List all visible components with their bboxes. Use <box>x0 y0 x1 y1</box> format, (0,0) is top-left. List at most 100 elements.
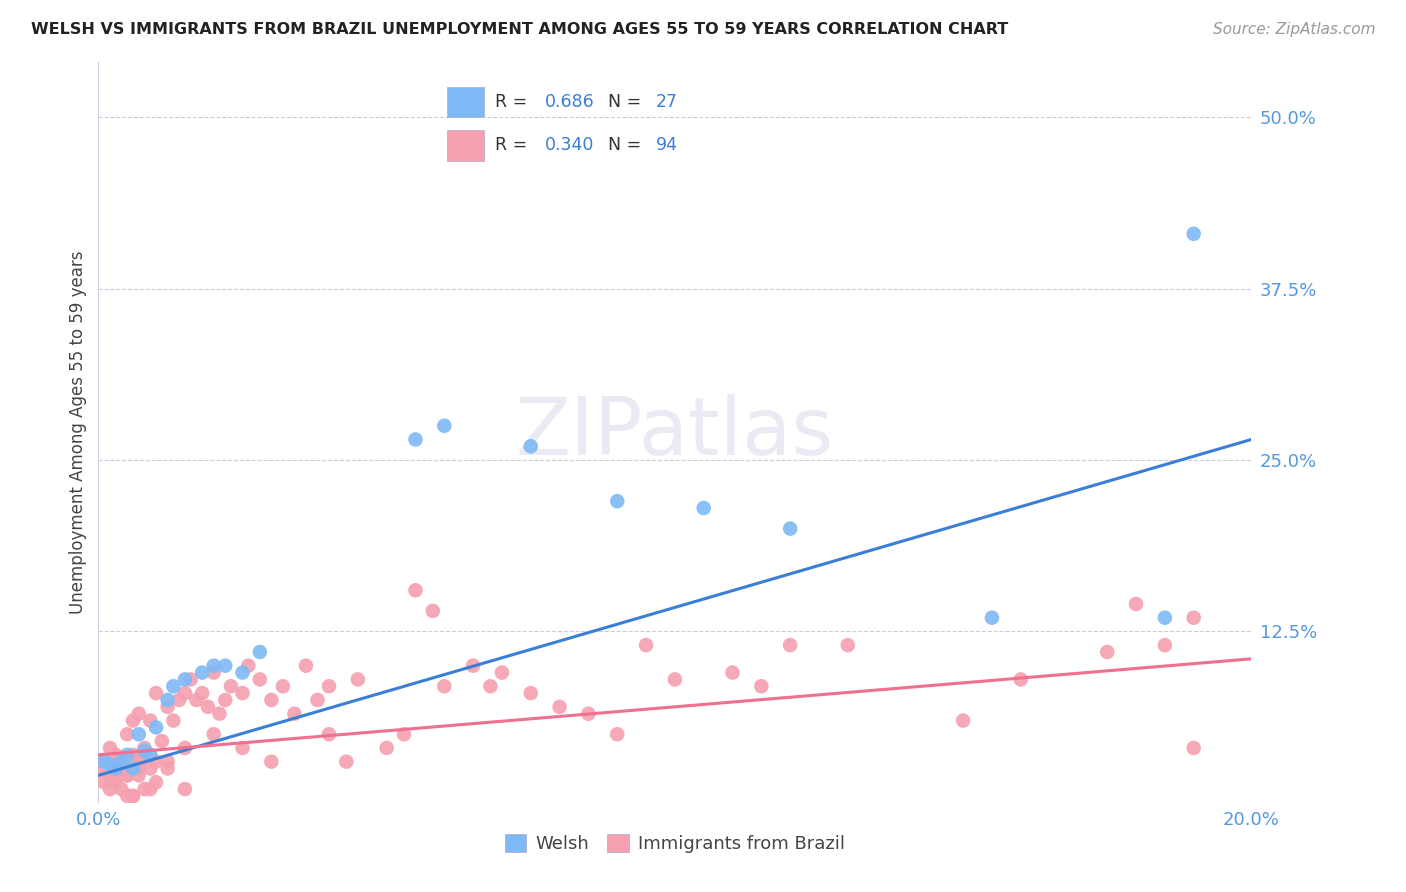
Point <box>721 665 744 680</box>
Point <box>202 665 225 680</box>
Point <box>231 686 254 700</box>
Point <box>186 693 208 707</box>
Point <box>98 768 121 782</box>
Point <box>117 727 139 741</box>
Point <box>145 775 167 789</box>
Point <box>520 686 543 700</box>
Point <box>578 706 600 721</box>
Point <box>214 693 236 707</box>
Point <box>117 762 139 776</box>
Point <box>231 665 254 680</box>
Point <box>260 755 283 769</box>
Point <box>197 699 219 714</box>
Point <box>134 744 156 758</box>
Point <box>335 755 357 769</box>
Point <box>1182 741 1205 756</box>
Point <box>295 658 318 673</box>
Point <box>128 762 150 776</box>
Point <box>122 747 145 762</box>
Point <box>156 699 179 714</box>
Point <box>104 768 127 782</box>
Point <box>461 658 484 673</box>
Point <box>128 755 150 769</box>
Point <box>405 433 427 447</box>
Point <box>307 693 329 707</box>
Point <box>110 755 132 769</box>
Point <box>219 679 242 693</box>
Point <box>664 673 686 687</box>
Point <box>145 720 167 734</box>
Point <box>145 755 167 769</box>
Point <box>93 755 115 769</box>
Point <box>174 741 197 756</box>
Point <box>1182 610 1205 624</box>
Point <box>231 741 254 756</box>
Point <box>117 768 139 782</box>
Point <box>751 679 773 693</box>
Point <box>128 768 150 782</box>
Point <box>837 638 859 652</box>
Point <box>283 706 305 721</box>
Point <box>110 755 132 769</box>
Point <box>122 789 145 803</box>
Point <box>208 706 231 721</box>
Point <box>606 727 628 741</box>
Text: Source: ZipAtlas.com: Source: ZipAtlas.com <box>1212 22 1375 37</box>
Point <box>1010 673 1032 687</box>
Point <box>238 658 260 673</box>
Point <box>952 714 974 728</box>
Point <box>346 673 368 687</box>
Point <box>191 665 214 680</box>
Point <box>122 789 145 803</box>
Point <box>479 679 502 693</box>
Legend: Welsh, Immigrants from Brazil: Welsh, Immigrants from Brazil <box>498 827 852 861</box>
Point <box>110 782 132 797</box>
Point <box>249 673 271 687</box>
Point <box>139 762 162 776</box>
Point <box>191 686 214 700</box>
Point <box>134 782 156 797</box>
Point <box>156 755 179 769</box>
Point <box>318 679 340 693</box>
Point <box>134 747 156 762</box>
Point <box>104 775 127 789</box>
Point <box>117 768 139 782</box>
Y-axis label: Unemployment Among Ages 55 to 59 years: Unemployment Among Ages 55 to 59 years <box>69 251 87 615</box>
Point <box>139 747 162 762</box>
Point <box>260 693 283 707</box>
Point <box>104 762 127 776</box>
Point <box>636 638 658 652</box>
Point <box>202 658 225 673</box>
Point <box>422 604 444 618</box>
Point <box>117 789 139 803</box>
Point <box>491 665 513 680</box>
Point <box>214 658 236 673</box>
Point <box>548 699 571 714</box>
Point <box>128 706 150 721</box>
Point <box>104 762 127 776</box>
Point <box>93 762 115 776</box>
Point <box>162 714 184 728</box>
Point <box>174 782 197 797</box>
Point <box>981 610 1004 624</box>
Point <box>1125 597 1147 611</box>
Point <box>122 714 145 728</box>
Point <box>145 686 167 700</box>
Point <box>139 714 162 728</box>
Point <box>249 645 271 659</box>
Point <box>139 782 162 797</box>
Point <box>520 439 543 453</box>
Point <box>606 494 628 508</box>
Point <box>271 679 294 693</box>
Point <box>1154 610 1177 624</box>
Point <box>98 757 121 772</box>
Point <box>156 693 179 707</box>
Point <box>433 418 456 433</box>
Point <box>202 727 225 741</box>
Point <box>180 673 202 687</box>
Point <box>162 679 184 693</box>
Point <box>433 679 456 693</box>
Point <box>174 673 197 687</box>
Point <box>779 638 801 652</box>
Point <box>128 727 150 741</box>
